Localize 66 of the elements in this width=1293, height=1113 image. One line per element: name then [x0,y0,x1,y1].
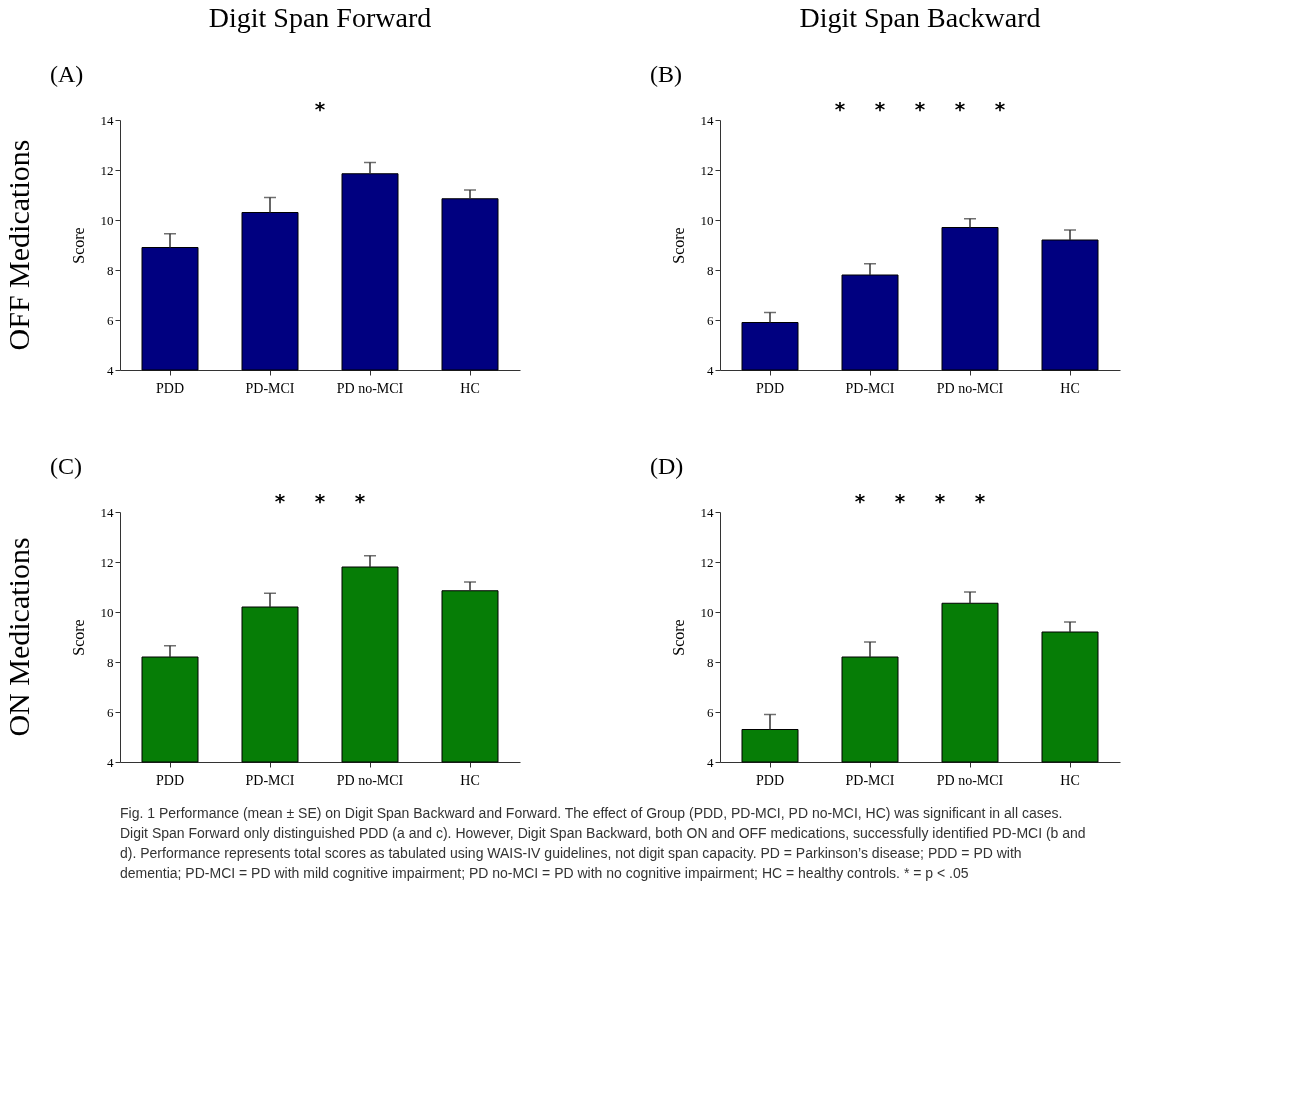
x-tick-label: PD no-MCI [336,772,404,788]
y-tick-label: 12 [100,554,114,570]
x-tick-label: HC [460,380,480,396]
x-tick-label: PD-MCI [845,380,895,396]
x-tick-label: PD no-MCI [936,380,1004,396]
text: (A) [50,61,84,87]
y-axis-title: Score [69,227,87,264]
y-tick-label: 10 [100,604,114,620]
x-tick-label: PD-MCI [845,772,895,788]
annotation: * [934,489,946,513]
y-tick-label: 6 [707,312,714,328]
annotation: * [894,489,906,513]
y-tick-label: 14 [700,112,714,128]
y-tick-label: 6 [707,704,714,720]
x-tick-label: PDD [755,772,785,788]
y-tick-label: 12 [700,554,714,570]
y-tick-label: 8 [107,654,114,670]
chart-title: Digit Span Forward [208,2,432,33]
x-tick-label: HC [1060,772,1080,788]
text: (B) [650,61,682,87]
annotation: * [874,97,886,121]
annotation: * [974,489,986,513]
y-tick-label: 4 [707,754,714,770]
y-tick-label: 6 [107,312,114,328]
y-tick-label: 4 [107,362,114,378]
y-tick-label: 4 [107,754,114,770]
x-tick-label: PDD [155,772,185,788]
chart-title: Digit Span Backward [799,2,1041,33]
annotation: * [994,97,1006,121]
annotation: * [274,489,286,513]
x-tick-label: PD no-MCI [936,772,1004,788]
y-tick-label: 14 [700,504,714,520]
text: OFF Medications [2,139,35,351]
y-tick-label: 10 [700,604,714,620]
y-tick-label: 14 [100,504,114,520]
x-tick-label: PD no-MCI [336,380,404,396]
y-tick-label: 12 [100,162,114,178]
annotation: * [834,97,846,121]
y-tick-label: 8 [707,654,714,670]
text: (C) [50,453,82,479]
annotation: * [354,489,366,513]
x-tick-label: PD-MCI [245,772,295,788]
text: (D) [650,453,684,479]
y-tick-label: 10 [700,212,714,228]
annotation: * [314,97,326,121]
x-tick-label: HC [1060,380,1080,396]
annotation: * [854,489,866,513]
annotation: * [914,97,926,121]
y-axis-title: Score [69,619,87,656]
y-tick-label: 8 [707,262,714,278]
y-tick-label: 10 [100,212,114,228]
x-tick-label: PDD [755,380,785,396]
text: ON Medications [2,537,35,737]
y-axis-title: Score [669,227,687,264]
annotation: * [314,489,326,513]
caption: Fig. 1 Performance (mean ± SE) on Digit Span Backward and Forward. The effect of Group (PDD, PD-MCI, PD no-MCI, HC) was significant in all cases. Digit Span Forward only distinguished PDD (a and c). However, Digit Span Backward, both ON and OFF medications, successfully identified PD-MCI (b and d). Performance represents total scores as tabulated using WAIS-IV guidelines, not digit span capacity. PD = Parkinson’s disease; PDD = PD with dementia; PD-MCI = PD with mild cognitive impairment; PD no-MCI = PD with no cognitive impairment; HC = healthy controls. * = p < .05 [120,805,1086,881]
y-tick-label: 8 [107,262,114,278]
y-tick-label: 12 [700,162,714,178]
annotation: * [954,97,966,121]
y-tick-label: 6 [107,704,114,720]
y-tick-label: 4 [707,362,714,378]
y-tick-label: 14 [100,112,114,128]
x-tick-label: PD-MCI [245,380,295,396]
x-tick-label: PDD [155,380,185,396]
y-axis-title: Score [669,619,687,656]
x-tick-label: HC [460,772,480,788]
